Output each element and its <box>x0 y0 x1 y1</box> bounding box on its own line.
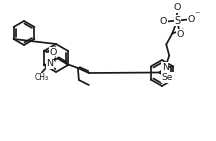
Text: O: O <box>176 30 184 39</box>
Text: S: S <box>174 16 180 26</box>
Text: Se: Se <box>162 73 173 82</box>
Text: CH₃: CH₃ <box>34 73 48 82</box>
Text: N: N <box>162 63 169 72</box>
Text: O: O <box>49 48 57 57</box>
Text: O: O <box>160 17 167 26</box>
Text: +: + <box>51 56 57 64</box>
Text: O: O <box>187 15 195 24</box>
Text: O: O <box>174 3 181 12</box>
Text: N: N <box>46 59 53 68</box>
Text: ⁻: ⁻ <box>195 10 200 20</box>
